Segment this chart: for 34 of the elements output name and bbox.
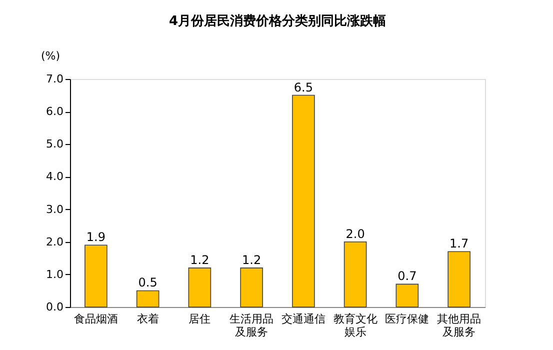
x-tick-label: 衣着 [136,312,159,326]
data-label: 1.2 [190,252,210,267]
data-label: 6.5 [294,80,313,94]
bar [136,290,160,308]
y-tick-label: 7.0 [46,72,64,86]
y-tick-label: 4.0 [46,170,64,184]
bar [292,94,315,308]
data-label: 1.9 [86,230,106,244]
x-tick-label: 其他用品及服务 [437,312,482,338]
y-tick-label: 5.0 [46,138,64,151]
x-tick-label: 生活用品及服务 [230,312,274,338]
y-tick-label: 6.0 [46,105,64,118]
x-tick-label: 食品烟酒 [74,312,118,326]
x-tick-label: 医疗保健 [385,312,430,326]
data-label: 1.7 [450,236,469,251]
data-label: 2.0 [346,226,365,241]
data-label: 0.7 [398,269,417,284]
bar [84,244,108,308]
data-label: 1.2 [242,252,262,267]
x-tick-label: 交通通信 [281,312,326,326]
chart-title: 4月份居民消费价格分类别同比涨跌幅 [168,14,386,29]
y-tick-label: 1.0 [46,268,64,281]
bar [344,241,367,308]
x-tick-label: 教育文化娱乐 [333,312,378,338]
bar [188,268,212,308]
y-tick-label: 0.0 [46,300,64,314]
bar [448,251,470,308]
x-tick-label: 居住 [188,312,211,326]
data-label: 0.5 [138,276,158,290]
y-tick-label: 2.0 [46,235,64,248]
y-axis-title: (%) [40,50,60,62]
bar [396,284,419,308]
y-tick-label: 3.0 [46,202,64,216]
bar [240,268,263,308]
